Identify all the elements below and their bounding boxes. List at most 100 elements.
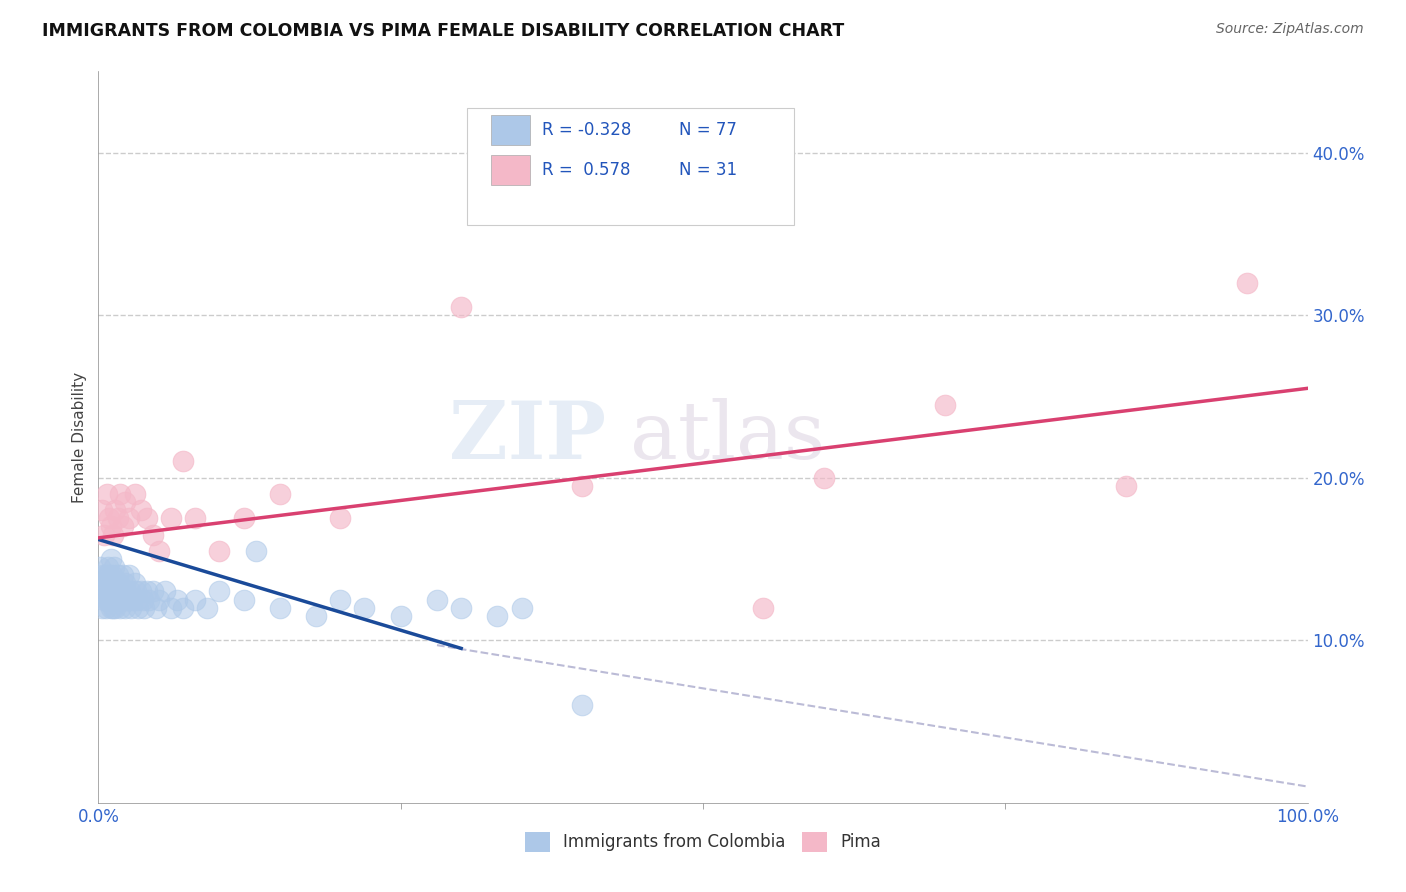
Point: [121, 592, 143, 607]
Point: [115, 584, 138, 599]
Point: [103, 560, 125, 574]
Point: [145, 600, 167, 615]
Point: [353, 600, 375, 615]
Point: [91, 503, 114, 517]
Point: [269, 600, 291, 615]
Point: [108, 487, 131, 501]
Text: IMMIGRANTS FROM COLOMBIA VS PIMA FEMALE DISABILITY CORRELATION CHART: IMMIGRANTS FROM COLOMBIA VS PIMA FEMALE …: [42, 22, 845, 40]
Point: [172, 600, 194, 615]
Point: [269, 487, 291, 501]
Point: [118, 568, 141, 582]
Point: [148, 544, 170, 558]
Point: [98, 592, 121, 607]
Point: [172, 454, 194, 468]
Point: [107, 568, 129, 582]
Point: [127, 600, 149, 615]
Point: [1236, 276, 1258, 290]
Point: [132, 592, 155, 607]
Point: [96, 487, 118, 501]
Point: [571, 698, 593, 713]
Point: [108, 600, 131, 615]
Point: [118, 511, 141, 525]
Point: [571, 479, 593, 493]
Point: [94, 600, 117, 615]
Point: [486, 608, 509, 623]
Point: [93, 527, 115, 541]
Point: [91, 568, 114, 582]
FancyBboxPatch shape: [467, 108, 793, 225]
Point: [93, 584, 115, 599]
Point: [129, 584, 152, 599]
Point: [93, 592, 115, 607]
Point: [90, 584, 112, 599]
Point: [89, 560, 111, 574]
Point: [98, 568, 121, 582]
Text: R =  0.578: R = 0.578: [543, 161, 631, 179]
Point: [94, 568, 117, 582]
FancyBboxPatch shape: [492, 115, 530, 145]
Point: [111, 519, 134, 533]
Point: [105, 576, 128, 591]
Point: [96, 592, 118, 607]
Point: [134, 600, 156, 615]
Point: [208, 544, 231, 558]
Point: [184, 592, 207, 607]
Point: [108, 584, 131, 599]
Point: [100, 600, 122, 615]
Point: [97, 584, 120, 599]
Point: [142, 584, 165, 599]
Point: [91, 576, 114, 591]
Point: [114, 600, 136, 615]
Point: [450, 600, 472, 615]
Text: ZIP: ZIP: [450, 398, 606, 476]
Point: [118, 584, 141, 599]
Point: [91, 600, 114, 615]
Point: [101, 527, 124, 541]
Text: N = 77: N = 77: [679, 120, 737, 138]
Point: [108, 592, 131, 607]
Point: [111, 568, 134, 582]
Text: N = 31: N = 31: [679, 161, 737, 179]
Point: [96, 576, 118, 591]
Point: [104, 584, 127, 599]
Point: [153, 584, 176, 599]
Point: [138, 592, 160, 607]
Point: [329, 592, 352, 607]
Point: [752, 600, 775, 615]
Point: [114, 495, 136, 509]
Point: [129, 503, 152, 517]
Point: [100, 592, 122, 607]
Point: [103, 576, 125, 591]
Point: [104, 600, 127, 615]
Point: [124, 576, 146, 591]
Point: [135, 511, 157, 525]
Point: [108, 576, 131, 591]
Point: [100, 519, 122, 533]
Point: [208, 584, 231, 599]
Point: [112, 592, 135, 607]
Point: [114, 576, 136, 591]
Point: [195, 600, 218, 615]
Point: [104, 503, 127, 517]
FancyBboxPatch shape: [492, 155, 530, 185]
Point: [98, 511, 121, 525]
Point: [305, 608, 328, 623]
Point: [111, 584, 134, 599]
Point: [232, 592, 254, 607]
Point: [100, 568, 122, 582]
Point: [148, 592, 170, 607]
Point: [813, 471, 835, 485]
Point: [160, 600, 183, 615]
Point: [100, 584, 122, 599]
Point: [107, 511, 129, 525]
Point: [426, 592, 449, 607]
Point: [166, 592, 188, 607]
Text: Source: ZipAtlas.com: Source: ZipAtlas.com: [1216, 22, 1364, 37]
Point: [125, 584, 148, 599]
Text: R = -0.328: R = -0.328: [543, 120, 631, 138]
Point: [135, 584, 157, 599]
Point: [245, 544, 267, 558]
Point: [510, 600, 533, 615]
Point: [934, 398, 956, 412]
Point: [1115, 479, 1137, 493]
